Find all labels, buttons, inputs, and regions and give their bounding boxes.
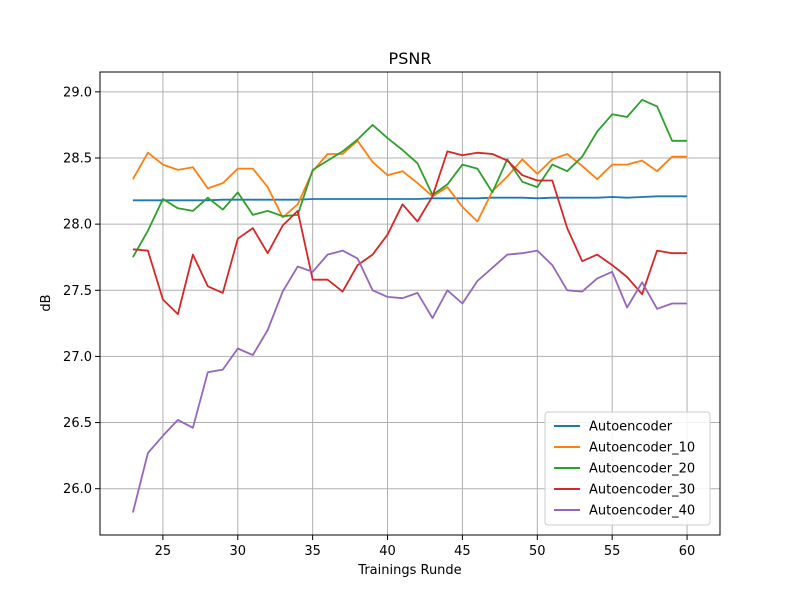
x-tick-label: 50 (529, 544, 546, 559)
series-line-autoencoder-10 (132, 139, 688, 223)
y-axis-label: dB (39, 294, 54, 311)
x-tick-label: 30 (230, 544, 247, 559)
chart-title: PSNR (389, 49, 432, 68)
y-tick-label: 29.0 (63, 85, 92, 100)
y-axis: 26.0 26.5 27.0 27.5 28.0 28.5 29.0 (63, 85, 100, 497)
legend-label-autoencoder-20: Autoencoder_20 (589, 462, 695, 477)
y-tick-label: 26.0 (63, 482, 92, 497)
y-tick-label: 28.0 (63, 218, 92, 233)
y-tick-label: 26.5 (63, 416, 92, 431)
legend-label-autoencoder-30: Autoencoder_30 (589, 483, 695, 498)
x-tick-label: 35 (304, 544, 321, 559)
series-layer (132, 98, 688, 513)
legend-label-autoencoder-40: Autoencoder_40 (589, 504, 695, 519)
x-tick-label: 25 (155, 544, 172, 559)
series-line-autoencoder-20 (132, 98, 688, 258)
y-tick-label: 27.5 (63, 284, 92, 299)
legend-label-autoencoder: Autoencoder (589, 420, 673, 435)
x-tick-label: 45 (454, 544, 471, 559)
y-tick-label: 27.0 (63, 350, 92, 365)
legend: Autoencoder Autoencoder_10 Autoencoder_20 A… (544, 411, 711, 526)
x-axis-label: Trainings Runde (357, 563, 461, 578)
legend-label-autoencoder-10: Autoencoder_10 (589, 441, 695, 456)
series-line-autoencoder-30 (132, 150, 688, 316)
x-tick-label: 60 (679, 544, 696, 559)
series-line-autoencoder (132, 195, 688, 202)
x-axis: 25 30 35 40 45 50 55 60 (155, 535, 696, 559)
plot-frame (99, 71, 721, 536)
x-tick-label: 40 (379, 544, 396, 559)
series-line-autoencoder-40 (132, 249, 688, 513)
legend-box (544, 411, 711, 526)
y-tick-label: 28.5 (63, 151, 92, 166)
x-tick-label: 55 (604, 544, 621, 559)
